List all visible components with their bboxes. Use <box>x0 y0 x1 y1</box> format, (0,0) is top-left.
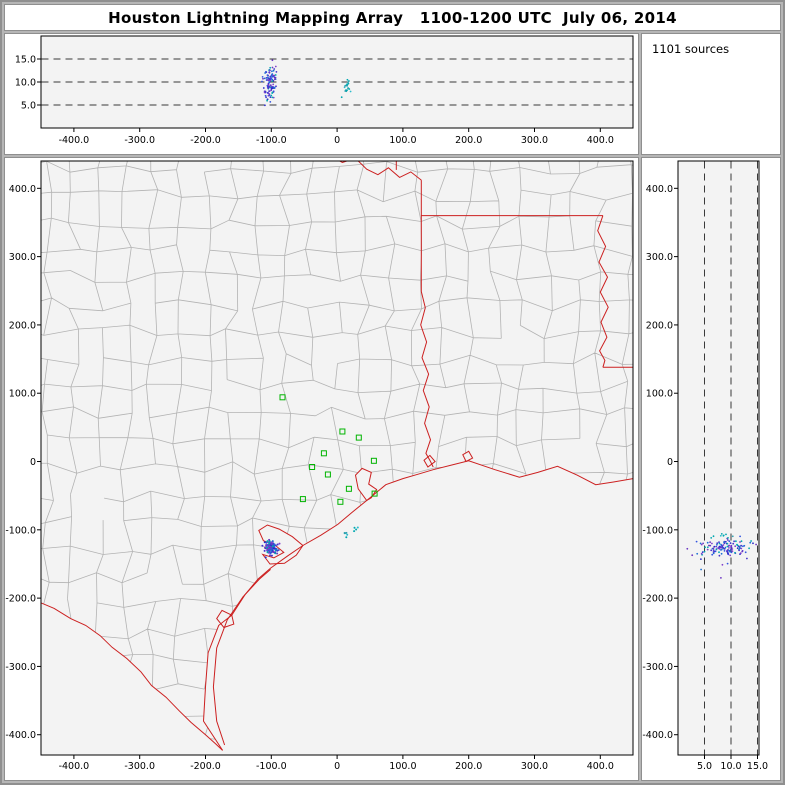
svg-text:-300.0: -300.0 <box>124 135 155 146</box>
svg-text:0: 0 <box>30 457 36 468</box>
sources-panel: 1101 sources <box>641 33 781 155</box>
svg-text:0: 0 <box>334 761 340 772</box>
station-marker <box>371 490 378 497</box>
plan-view-panel: 400.0 300.0 200.0 100.0 0 -100.0 -200.0 -300.0-… <box>4 157 639 781</box>
svg-text:-300.0: -300.0 <box>5 662 36 673</box>
svg-text:300.0: 300.0 <box>521 135 548 146</box>
svg-text:5.0: 5.0 <box>697 761 712 772</box>
svg-text:0: 0 <box>334 135 340 146</box>
plot-frame <box>677 160 760 756</box>
svg-text:400.0: 400.0 <box>587 761 614 772</box>
station-marker <box>309 464 316 470</box>
svg-text:-200.0: -200.0 <box>190 761 221 772</box>
svg-text:-100.0: -100.0 <box>256 135 287 146</box>
svg-text:-400.0: -400.0 <box>59 761 90 772</box>
sabine-river-border <box>420 291 434 468</box>
svg-text:-300.0: -300.0 <box>642 662 673 673</box>
svg-text:400.0: 400.0 <box>587 135 614 146</box>
plot-frame <box>40 35 634 129</box>
bay-outline <box>258 524 304 565</box>
x-axis-labels: -400.0 -300.0 -200.0 -100.0 0 100.0 200.0 300.0… <box>59 128 614 146</box>
svg-text:200.0: 200.0 <box>455 135 482 146</box>
svg-text:-100.0: -100.0 <box>642 525 673 536</box>
station-marker <box>355 434 362 441</box>
svg-text:-200.0: -200.0 <box>642 594 673 605</box>
svg-text:300.0: 300.0 <box>646 252 673 263</box>
page-title: Houston Lightning Mapping Array 1100-120… <box>108 8 677 27</box>
svg-text:5.0: 5.0 <box>21 101 36 112</box>
altitude-ew-plot[interactable]: 5.0 10.0 15.0 -400.0 -300.0 -200.0 -100.0 0 100.… <box>5 34 638 154</box>
x-axis-labels: 5.0 10.0 15.0 <box>697 755 768 772</box>
svg-text:300.0: 300.0 <box>9 252 36 263</box>
station-marker <box>370 457 377 464</box>
svg-text:200.0: 200.0 <box>646 320 673 331</box>
station-marker <box>299 496 306 503</box>
bay-outline <box>462 450 474 463</box>
svg-text:0: 0 <box>667 457 673 468</box>
y-axis-labels: 5.0 10.0 15.0 <box>15 55 41 112</box>
mississippi-river-border <box>597 215 609 368</box>
svg-text:100.0: 100.0 <box>9 389 36 400</box>
altitude-gridlines <box>41 58 633 106</box>
title-bar: Houston Lightning Mapping Array 1100-120… <box>4 4 781 31</box>
lma-stations <box>279 394 378 505</box>
svg-text:200.0: 200.0 <box>455 761 482 772</box>
svg-text:-400.0: -400.0 <box>5 730 36 741</box>
station-marker <box>345 485 352 492</box>
svg-text:-200.0: -200.0 <box>5 594 36 605</box>
svg-text:15.0: 15.0 <box>15 55 36 66</box>
station-marker <box>279 394 286 401</box>
svg-text:400.0: 400.0 <box>646 184 673 195</box>
svg-text:15.0: 15.0 <box>747 761 768 772</box>
svg-text:-100.0: -100.0 <box>256 761 287 772</box>
svg-text:-200.0: -200.0 <box>190 135 221 146</box>
station-marker <box>339 428 346 435</box>
lightning-sources <box>261 59 352 107</box>
rio-grande-river <box>41 602 223 751</box>
altitude-ns-panel: 400.0 300.0 200.0 100.0 0 -100.0 -200.0 -300.0 -… <box>641 157 781 781</box>
svg-text:10.0: 10.0 <box>15 78 36 89</box>
station-marker <box>337 498 344 505</box>
lightning-sources <box>261 526 359 559</box>
svg-text:-300.0: -300.0 <box>124 761 155 772</box>
plan-view-map[interactable]: 400.0300.0200.0100.00-100.0-200.0-300.0-… <box>5 158 638 780</box>
svg-text:100.0: 100.0 <box>389 135 416 146</box>
svg-text:400.0: 400.0 <box>9 184 36 195</box>
svg-text:100.0: 100.0 <box>646 389 673 400</box>
svg-text:-400.0: -400.0 <box>59 135 90 146</box>
svg-text:300.0: 300.0 <box>521 761 548 772</box>
y-axis-labels: 400.0 300.0 200.0 100.0 0 -100.0 -200.0 -300.0 -… <box>5 184 41 741</box>
sources-count: 1101 sources <box>652 42 730 56</box>
x-axis-labels: -400.0 -300.0 -200.0 -100.0 0 100.0 200.0 300.0… <box>59 755 614 772</box>
coastline <box>202 460 633 751</box>
state-borders <box>41 161 633 751</box>
svg-text:200.0: 200.0 <box>9 320 36 331</box>
svg-text:-400.0: -400.0 <box>642 730 673 741</box>
lightning-sources <box>686 533 757 579</box>
svg-text:10.0: 10.0 <box>720 761 741 772</box>
barrier-island <box>212 569 271 746</box>
station-marker <box>320 450 327 457</box>
altitude-ns-plot[interactable]: 400.0 300.0 200.0 100.0 0 -100.0 -200.0 -300.0 -… <box>642 158 780 780</box>
svg-text:-100.0: -100.0 <box>5 525 36 536</box>
y-axis-labels: 400.0 300.0 200.0 100.0 0 -100.0 -200.0 -300.0 -… <box>642 184 678 741</box>
water-mask <box>41 460 633 755</box>
station-marker <box>324 471 331 478</box>
altitude-gridlines <box>704 161 758 755</box>
altitude-ew-panel: 5.0 10.0 15.0 -400.0 -300.0 -200.0 -100.0 0 100.… <box>4 33 639 155</box>
svg-text:100.0: 100.0 <box>389 761 416 772</box>
plot-area <box>678 161 759 755</box>
bay-outline <box>423 454 436 468</box>
